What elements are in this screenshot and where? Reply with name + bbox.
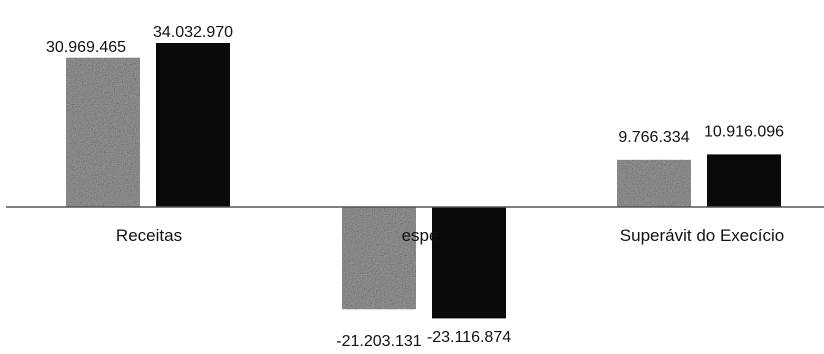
value-label-receitas-series-2: 34.032.970 bbox=[153, 24, 233, 41]
bar-superavit-do-execicio-series-1 bbox=[617, 159, 691, 207]
bar-superavit-do-execicio-series-2 bbox=[707, 154, 781, 207]
category-label-receitas: Receitas bbox=[116, 226, 182, 245]
value-label-despesas-series-2: -23.116.874 bbox=[427, 329, 511, 346]
category-label-superavit-do-execicio: Superávit do Execício bbox=[620, 226, 784, 245]
value-label-superavit-do-execicio-series-1: 9.766.334 bbox=[618, 129, 689, 146]
value-label-despesas-series-1: -21.203.131 bbox=[336, 333, 422, 350]
bars-group bbox=[66, 43, 781, 319]
bar-despesas-series-1 bbox=[342, 207, 416, 310]
bar-receitas-series-2 bbox=[156, 43, 230, 207]
labels-group: 30.969.465 -21.203.131 9.766.334 34.032.970… bbox=[46, 24, 784, 350]
bar-despesas-series-2 bbox=[432, 207, 506, 319]
category-label-despesas-partial: espe bbox=[402, 226, 439, 245]
value-label-superavit-do-execicio-series-2: 10.916.096 bbox=[704, 123, 784, 140]
value-label-receitas-series-1: 30.969.465 bbox=[46, 39, 126, 56]
bar-receitas-series-1 bbox=[66, 57, 140, 208]
